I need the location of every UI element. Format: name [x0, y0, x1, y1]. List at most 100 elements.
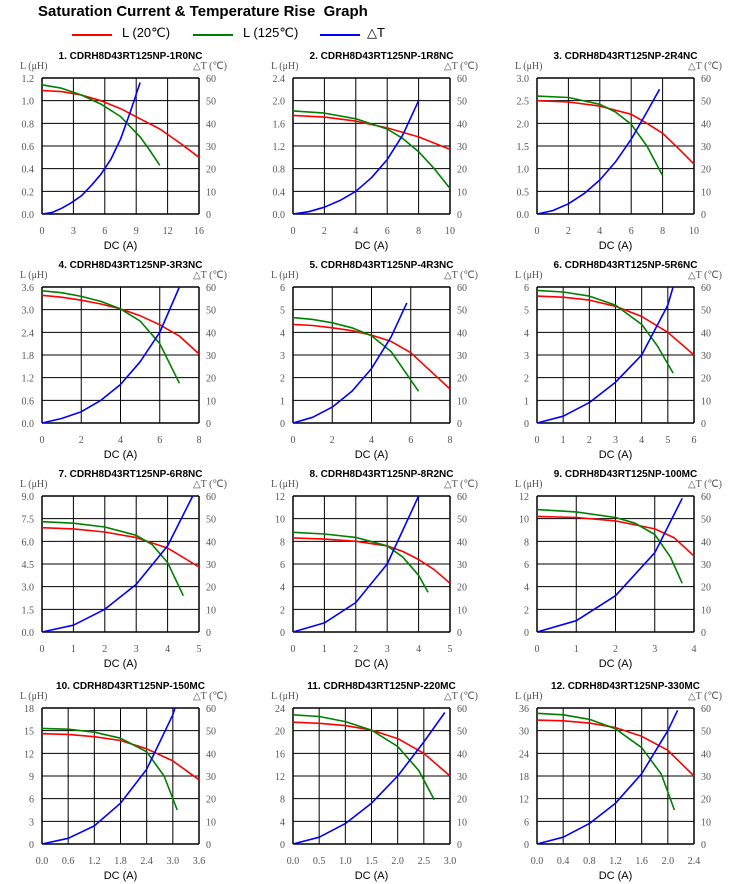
right-axis-label: △T (℃) — [688, 61, 722, 72]
y-right-tick-label: 30 — [457, 351, 467, 362]
x-axis-label: DC (A) — [355, 240, 389, 252]
x-tick-label: 2.4 — [688, 856, 701, 867]
y-left-tick-label: 2.5 — [517, 97, 530, 108]
y-left-tick-label: 10 — [519, 515, 529, 526]
x-axis-label: DC (A) — [599, 658, 633, 670]
y-right-tick-label: 50 — [206, 727, 216, 738]
chart-10: 10. CDRH8D43RT125NP-150MC L (μH) △T (℃) DC … — [20, 681, 227, 882]
chart-title: 8. CDRH8D43RT125NP-8R2NC — [310, 469, 454, 480]
x-axis-label: DC (A) — [355, 870, 389, 882]
y-right-tick-label: 40 — [457, 749, 467, 760]
series-line — [41, 727, 178, 811]
left-axis-label: L (μH) — [20, 691, 47, 702]
y-right-tick-label: 40 — [206, 749, 216, 760]
x-tick-label: 5 — [197, 644, 202, 655]
x-tick-label: 2 — [330, 435, 335, 446]
legend-l20: L (20℃) — [72, 25, 192, 45]
legend-l20-label: L (20℃) — [122, 25, 171, 40]
y-left-tick-label: 0.5 — [517, 187, 530, 198]
y-left-tick-label: 15 — [24, 727, 34, 738]
y-right-tick-label: 20 — [701, 374, 711, 385]
x-tick-label: 0 — [291, 226, 296, 237]
right-axis-label: △T (℃) — [193, 61, 227, 72]
y-left-tick-label: 2.0 — [273, 97, 286, 108]
y-right-tick-label: 30 — [206, 560, 216, 571]
left-axis-label: L (μH) — [515, 691, 542, 702]
series-line — [292, 714, 436, 801]
y-left-tick-label: 8 — [524, 537, 529, 548]
x-tick-label: 0 — [535, 435, 540, 446]
x-tick-label: 1 — [71, 644, 76, 655]
x-tick-label: 4 — [416, 644, 421, 655]
x-tick-label: 6 — [102, 226, 107, 237]
y-left-tick-label: 4 — [280, 328, 285, 339]
series-line — [292, 712, 446, 845]
y-left-tick-label: 10 — [275, 515, 285, 526]
y-right-tick-label: 60 — [701, 492, 711, 503]
y-right-tick-label: 20 — [457, 165, 467, 176]
x-tick-label: 1.2 — [88, 856, 101, 867]
y-right-tick-label: 50 — [701, 515, 711, 526]
series-line — [292, 537, 451, 584]
y-left-tick-label: 1.5 — [517, 142, 530, 153]
y-left-tick-label: 5 — [524, 306, 529, 317]
y-left-tick-label: 0.6 — [22, 396, 35, 407]
y-left-tick-label: 6 — [280, 560, 285, 571]
y-left-tick-label: 0 — [524, 840, 529, 851]
series-line — [41, 82, 141, 215]
chart-9: 9. CDRH8D43RT125NP-100MC L (μH) △T (℃) DC (… — [515, 469, 722, 670]
y-left-tick-label: 3.0 — [22, 583, 35, 594]
y-left-tick-label: 4 — [524, 328, 529, 339]
x-tick-label: 1.5 — [365, 856, 378, 867]
x-tick-label: 3 — [134, 644, 139, 655]
series-line — [536, 497, 683, 633]
y-right-tick-label: 40 — [457, 119, 467, 130]
series-line — [536, 99, 695, 165]
y-left-tick-label: 8 — [280, 537, 285, 548]
x-tick-label: 0 — [291, 435, 296, 446]
left-axis-label: L (μH) — [20, 61, 47, 72]
x-tick-label: 6 — [157, 435, 162, 446]
x-tick-label: 8 — [197, 435, 202, 446]
y-left-tick-label: 0 — [280, 628, 285, 639]
x-tick-label: 16 — [194, 226, 204, 237]
x-tick-label: 0 — [291, 644, 296, 655]
x-tick-label: 4 — [639, 435, 644, 446]
y-left-tick-label: 4.5 — [22, 560, 35, 571]
x-tick-label: 3 — [613, 435, 618, 446]
y-right-tick-label: 20 — [457, 374, 467, 385]
series-line — [292, 302, 408, 424]
left-axis-label: L (μH) — [515, 270, 542, 281]
y-left-tick-label: 1.6 — [273, 119, 286, 130]
y-left-tick-label: 2.4 — [273, 74, 286, 85]
y-left-tick-label: 30 — [519, 727, 529, 738]
y-right-tick-label: 0 — [206, 419, 211, 430]
x-tick-label: 3.0 — [167, 856, 180, 867]
y-right-tick-label: 50 — [457, 306, 467, 317]
series-line — [292, 100, 420, 215]
series-line — [41, 520, 185, 597]
y-left-tick-label: 12 — [519, 795, 529, 806]
x-tick-label: 8 — [416, 226, 421, 237]
left-axis-label: L (μH) — [271, 270, 298, 281]
x-tick-label: 3.6 — [193, 856, 206, 867]
series-line — [536, 95, 664, 176]
x-tick-label: 1 — [322, 644, 327, 655]
y-right-tick-label: 0 — [457, 840, 462, 851]
y-right-tick-label: 10 — [457, 605, 467, 616]
chart-6: 6. CDRH8D43RT125NP-5R6NC L (μH) △T (℃) DC (… — [515, 260, 722, 461]
x-tick-label: 4 — [597, 226, 602, 237]
y-right-tick-label: 40 — [206, 328, 216, 339]
right-axis-label: △T (℃) — [193, 270, 227, 281]
x-axis-label: DC (A) — [104, 870, 138, 882]
y-left-tick-label: 18 — [519, 772, 529, 783]
x-tick-label: 3.0 — [444, 856, 457, 867]
y-right-tick-label: 50 — [457, 515, 467, 526]
y-right-tick-label: 0 — [701, 419, 706, 430]
left-axis-label: L (μH) — [271, 61, 298, 72]
left-axis-label: L (μH) — [515, 479, 542, 490]
x-tick-label: 1.6 — [635, 856, 648, 867]
chart-title: 7. CDRH8D43RT125NP-6R8NC — [59, 469, 203, 480]
y-left-tick-label: 0.0 — [273, 210, 286, 221]
x-tick-label: 2 — [587, 435, 592, 446]
